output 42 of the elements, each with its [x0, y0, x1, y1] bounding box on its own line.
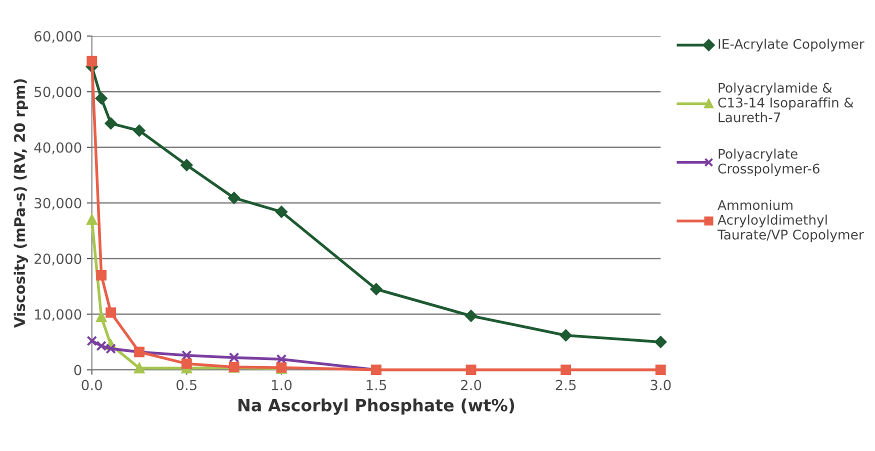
point	[86, 336, 98, 346]
point	[181, 358, 192, 369]
y-tick-label: 30,000	[34, 198, 82, 210]
point	[560, 364, 572, 376]
point	[228, 352, 240, 363]
y-tick-label: 0	[74, 364, 82, 376]
y-tick-label: 10,000	[35, 309, 82, 322]
point	[96, 270, 107, 280]
point	[276, 206, 288, 218]
y-tick-label: 20,000	[34, 254, 82, 266]
point	[96, 312, 107, 322]
x-axis-title: Na Ascorbyl Phosphate (wt%)	[238, 398, 514, 415]
point	[180, 159, 193, 172]
x-tick-label: 1.5	[366, 380, 386, 390]
point	[560, 329, 572, 342]
x-tick-label: 0.0	[82, 380, 102, 390]
point	[466, 364, 476, 376]
y-tick-label: 40,000	[34, 142, 82, 154]
point	[86, 214, 98, 225]
point	[370, 283, 382, 296]
legend-label: Ammonium Acryloyldimethyl Taurate/VP Copolymer	[717, 200, 864, 242]
y-axis-title: Viscosity (mPa-s) (RV, 20 rpm)	[14, 79, 28, 328]
point	[95, 92, 108, 104]
x-tick-label: 1.0	[272, 380, 292, 390]
point	[655, 364, 666, 376]
point	[106, 307, 116, 318]
legend-label: Polyacrylate Crosspolymer-6	[718, 148, 820, 176]
x-tick-label: 3.0	[650, 380, 671, 390]
x-tick-label: 0.5	[176, 380, 196, 390]
point	[86, 56, 98, 66]
point	[654, 336, 667, 348]
point	[228, 192, 240, 204]
y-tick-label: 60,000	[34, 31, 82, 43]
x-tick-label: 2.5	[556, 380, 576, 390]
legend-label: IE-Acrylate Copolymer	[718, 38, 864, 52]
legend-label: Polyacrylamide & C13-14 Isoparaffin & Laureth-7	[718, 82, 854, 122]
point	[133, 124, 146, 137]
point	[104, 117, 117, 130]
point	[134, 362, 144, 374]
point	[465, 310, 477, 322]
x-tick-label: 2.0	[461, 380, 482, 390]
y-tick-label: 50,000	[34, 86, 82, 99]
